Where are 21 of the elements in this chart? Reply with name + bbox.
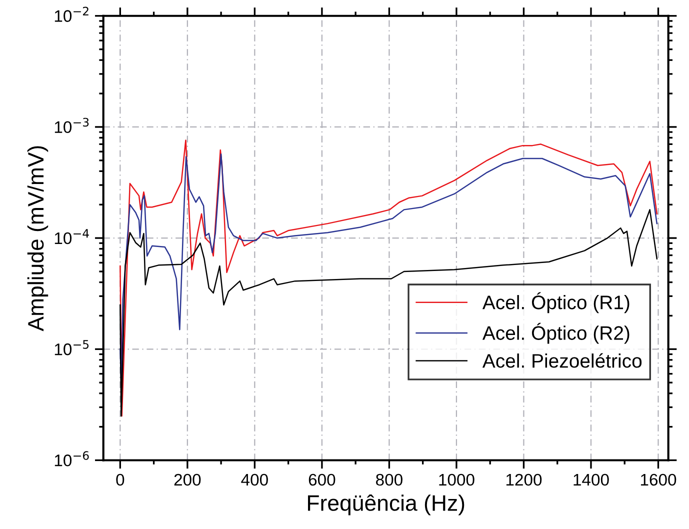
legend-label: Acel. Óptico (R2)	[482, 322, 630, 344]
x-tick-label: 600	[308, 474, 336, 486]
y-tick-label: 10$^{−4}$	[54, 229, 89, 244]
y-axis-title: Ampliude (mV/mV)	[27, 146, 48, 332]
y-tick-label: 10$^{−3}$	[54, 118, 89, 134]
x-tick-label: 1200	[506, 474, 542, 486]
line-series	[120, 140, 658, 417]
legend-label: Acel. Óptico (R1)	[482, 292, 630, 314]
legend-label: Acel. Piezoelétrico	[482, 353, 642, 368]
y-tick-label: 10$^{−6}$	[54, 451, 89, 466]
x-tick-label: 1400	[574, 474, 609, 486]
x-tick-label: 1000	[439, 474, 474, 486]
x-tick-label: 400	[241, 474, 268, 486]
y-tick-label: 10$^{−2}$	[54, 6, 88, 22]
x-axis-title: Freqüência (Hz)	[308, 494, 464, 516]
x-tick-label: 200	[174, 474, 201, 486]
x-tick-label: 0	[116, 474, 124, 486]
x-tick-label: 800	[376, 474, 402, 486]
y-tick-label: 10$^{−5}$	[54, 340, 89, 356]
line-series	[120, 209, 658, 417]
x-tick-label: 1600	[640, 474, 676, 486]
